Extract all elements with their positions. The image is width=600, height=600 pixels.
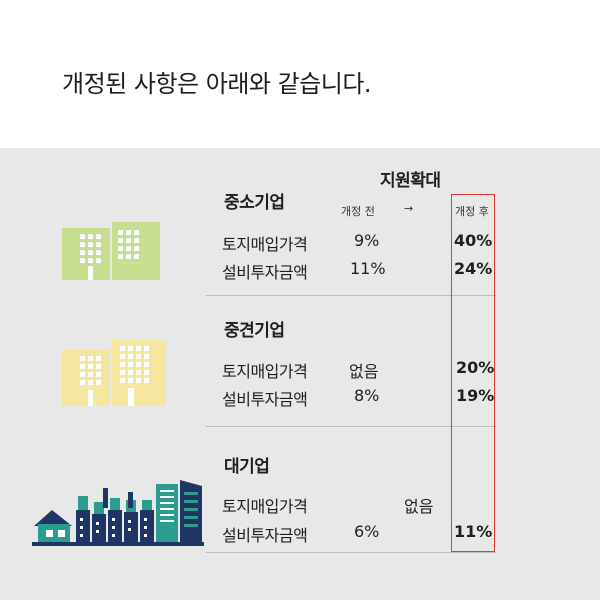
merged-before-value: 없음 (404, 497, 434, 516)
after-value: 19% (456, 386, 495, 405)
small-business-building-icon (62, 222, 160, 280)
arrow-label: → (404, 202, 414, 215)
section-title-mid: 중견기업 (224, 321, 285, 341)
row-label: 설비투자금액 (222, 263, 308, 282)
after-value: 24% (454, 259, 493, 278)
row-label: 토지매입가격 (222, 497, 308, 516)
section-title-small: 중소기업 (224, 193, 285, 213)
section-divider (206, 552, 496, 553)
after-value: 20% (456, 358, 495, 377)
support-title: 지원확대 (380, 171, 441, 191)
row-label: 설비투자금액 (222, 526, 308, 545)
after-column-highlight (451, 194, 495, 552)
header-area: 개정된 사항은 아래와 같습니다. (0, 0, 600, 148)
section-divider (206, 295, 496, 296)
midsize-business-building-icon (62, 340, 166, 406)
before-value: 8% (354, 386, 380, 405)
headline: 개정된 사항은 아래와 같습니다. (62, 70, 372, 98)
before-value: 6% (354, 522, 380, 541)
after-label: 개정 후 (455, 205, 489, 218)
large-enterprise-cityscape-icon (32, 480, 204, 546)
before-value: 11% (350, 259, 386, 278)
row-label: 토지매입가격 (222, 362, 308, 381)
section-divider (206, 426, 496, 427)
after-value: 11% (454, 522, 493, 541)
after-value: 40% (454, 231, 493, 250)
before-value: 9% (354, 231, 380, 250)
comparison-panel: 지원확대 개정 전 → 개정 후 중소기업 토지매입가격 9% 40% 설비투자… (0, 148, 600, 600)
row-label: 설비투자금액 (222, 390, 308, 409)
section-title-large: 대기업 (224, 457, 270, 477)
before-label: 개정 전 (341, 205, 375, 218)
row-label: 토지매입가격 (222, 235, 308, 254)
before-value: 없음 (349, 362, 379, 381)
